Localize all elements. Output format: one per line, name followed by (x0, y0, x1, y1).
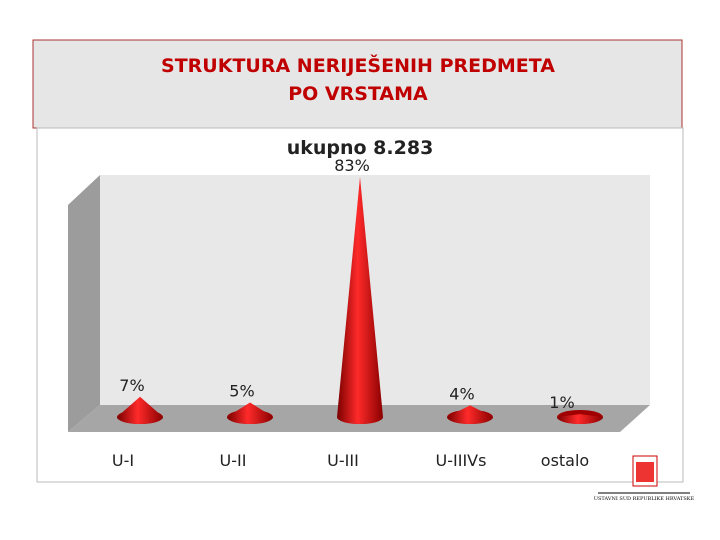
header-box (32, 39, 683, 129)
x-tick-label: ostalo (541, 451, 589, 470)
chart-title: ukupno 8.283 (287, 137, 434, 159)
cone (227, 402, 273, 424)
side-wall (68, 175, 100, 432)
logo: USTAVNI SUD REPUBLIKE HRVATSKE (594, 455, 695, 502)
x-tick-label: U-I (112, 451, 134, 470)
coat-of-arms-field (636, 462, 654, 482)
cone (337, 177, 383, 424)
logo-text: USTAVNI SUD REPUBLIKE HRVATSKE (594, 496, 695, 502)
slide-title: PO VRSTAMA (288, 83, 428, 105)
x-tick-label: U-II (220, 451, 247, 470)
x-tick-label: U-IIIVs (436, 451, 487, 470)
slide-title: STRUKTURA NERIJEŠENIH PREDMETA (161, 53, 555, 77)
x-tick-label: U-III (327, 451, 359, 470)
value-label: 7% (119, 376, 144, 395)
cone (557, 414, 603, 424)
value-label: 83% (334, 156, 370, 175)
value-label: 4% (449, 384, 474, 403)
cone (117, 396, 163, 424)
value-label: 1% (549, 393, 574, 412)
value-label: 5% (229, 382, 254, 401)
cone (447, 405, 493, 424)
